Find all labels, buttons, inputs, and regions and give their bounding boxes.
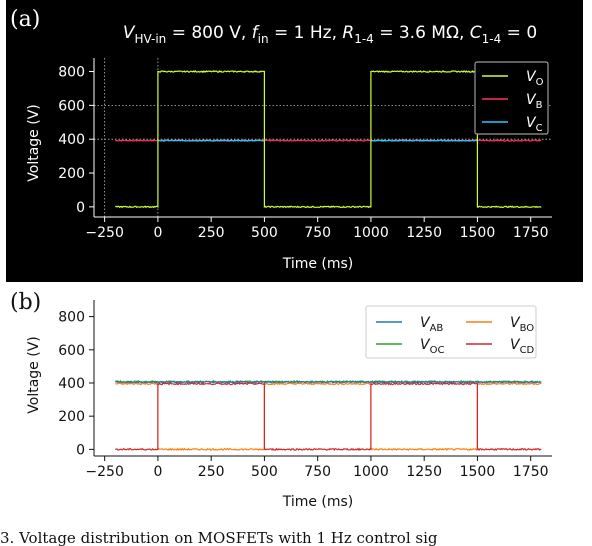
panel-a: (a) VHV-in = 800 V, fin = 1 Hz, R1-4 = 3… [6,0,583,282]
panel-a-y-axis-label: Voltage (V) [26,104,42,181]
panel-a-series-o-line [114,70,542,209]
panel-a-y-tick-label: 0 [76,200,85,216]
panel-b-x-tick-label: 0 [153,464,162,480]
panel-a-y-tick-label: 400 [58,132,85,148]
panel-b-y-tick-label: 800 [58,310,85,326]
panel-b-y-axis-label: Voltage (V) [26,336,42,413]
panel-b-legend-entry-cd: VCD [510,337,535,356]
panel-a-legend-entry-c: VC [526,115,543,134]
panel-a-plot-area: −250 0 250 500 750 1000 1250 1500 17500200400600… [58,58,552,241]
panel-b-x-tick-label: 1500 [460,464,496,480]
panel-a-title: VHV-in = 800 V, fin = 1 Hz, R1-4 = 3.6 M… [123,23,537,46]
panel-b-plot-area: −250 0 250 500 750 1000 1250 1500 17500200400600… [58,300,552,480]
panel-a-y-tick-label: 600 [58,98,85,114]
panel-a-x-tick-label: 250 [198,225,225,241]
panel-a-x-axis-label: Time (ms) [282,256,354,272]
panel-a-legend-entry-o: VO [526,69,544,88]
panel-b-x-axis-label: Time (ms) [282,494,354,510]
panel-b-y-tick-label: 0 [76,442,85,458]
panel-b-x-tick-label: 750 [304,464,331,480]
panel-b-x-tick-label: 500 [251,464,278,480]
panel-a-legend: VO VB VC [474,61,549,135]
panel-a-x-tick-label: −250 [85,225,123,241]
panel-b-x-tick-label: −250 [85,464,123,480]
panel-b-y-tick-label: 600 [58,343,85,359]
panel-b-legend-entry-bo: VBO [510,315,534,334]
panel-a-x-tick-label: 1000 [353,225,389,241]
panel-b: (b) −250 0 250 500 750 1000 1250 1500 1750020040… [10,290,552,510]
panel-b-series-cd-line [115,381,542,452]
panel-b-series-bo-line [115,382,542,452]
panel-a-legend-box [474,61,549,135]
panel-b-x-tick-label: 1250 [406,464,442,480]
panel-b-label: (b) [10,290,41,315]
panel-a-x-tick-label: 1250 [406,225,442,241]
panel-a-x-tick-label: 1500 [460,225,496,241]
panel-a-series-c-line [370,139,478,142]
panel-b-series-ab-line [115,380,542,384]
panel-b-legend-entry-ab: VAB [420,315,443,334]
panel-b-y-tick-label: 400 [58,376,85,392]
panel-a-y-tick-label: 800 [58,65,85,81]
panel-b-legend-box [365,305,537,359]
panel-a-x-tick-label: 0 [153,225,162,241]
panel-a-x-tick-label: 500 [251,225,278,241]
panel-b-x-tick-label: 1000 [353,464,389,480]
panel-a-series-c-line [157,139,265,142]
panel-b-y-tick-label: 200 [58,409,85,425]
panel-b-x-tick-label: 250 [198,464,225,480]
figure-caption: 3. Voltage distribution on MOSFETs with … [0,530,438,546]
panel-b-legend-entry-oc: VOC [420,337,444,356]
panel-a-label: (a) [10,7,40,32]
panel-b-x-tick-label: 1750 [513,464,549,480]
panel-b-legend: VAB VBO VOC VCD [365,305,537,359]
panel-a-x-tick-label: 750 [304,225,331,241]
panel-a-y-tick-label: 200 [58,166,85,182]
panel-a-x-tick-label: 1750 [513,225,549,241]
panel-a-legend-entry-b: VB [526,92,543,111]
